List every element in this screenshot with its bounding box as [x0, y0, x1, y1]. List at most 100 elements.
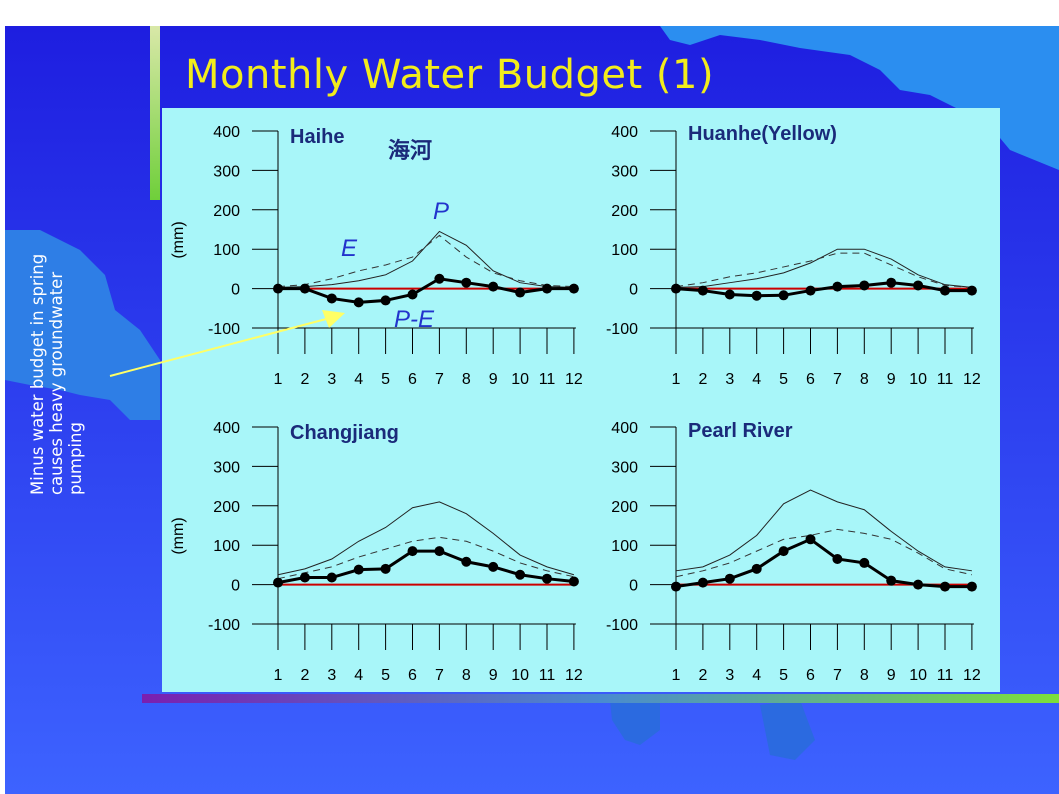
- x-tick-label: 1: [274, 667, 283, 684]
- y-tick-label: 300: [213, 459, 240, 476]
- series-pe-point: [886, 575, 897, 586]
- series-pe-point: [724, 289, 735, 300]
- series-pe-point: [859, 280, 870, 291]
- series-p-line: [277, 501, 575, 576]
- y-tick-label: 200: [611, 499, 638, 516]
- series-pe-point: [805, 534, 816, 545]
- series-pe-point: [326, 572, 337, 583]
- x-tick-label: 2: [698, 667, 707, 684]
- x-tick-label: 7: [435, 371, 444, 388]
- x-tick-label: 5: [381, 667, 390, 684]
- series-pe-point: [434, 273, 445, 284]
- x-tick-label: 10: [909, 371, 927, 388]
- label-p: P: [433, 198, 449, 225]
- chart-title-cjk: 海河: [388, 138, 432, 164]
- label-pe: P-E: [394, 306, 435, 333]
- series-pe-point: [751, 290, 762, 301]
- series-pe-point: [671, 581, 681, 592]
- map-island-southeast: [760, 700, 815, 760]
- x-tick-label: 4: [354, 371, 363, 388]
- x-tick-label: 4: [354, 667, 363, 684]
- series-pe-point: [832, 553, 843, 564]
- series-pe-point: [778, 546, 789, 557]
- series-pe-point: [542, 283, 552, 294]
- x-tick-label: 9: [887, 371, 896, 388]
- x-tick-label: 10: [909, 667, 927, 684]
- series-pe-point: [913, 579, 924, 590]
- bottom-accent-bar: [142, 694, 1059, 703]
- x-tick-label: 2: [300, 371, 309, 388]
- x-tick-label: 11: [937, 371, 954, 388]
- x-tick-label: 7: [833, 667, 842, 684]
- y-tick-label: 200: [611, 203, 638, 220]
- series-pe-point: [751, 563, 762, 574]
- annotation-arrow-head: [322, 310, 345, 328]
- series-e-line: [277, 234, 574, 288]
- x-tick-label: 12: [963, 667, 981, 684]
- series-pe-point: [488, 281, 499, 292]
- y-tick-label: -100: [606, 321, 638, 338]
- x-tick-label: 6: [408, 371, 417, 388]
- series-pe-line: [278, 277, 574, 304]
- series-pe-point: [542, 573, 552, 584]
- series-pe-line: [675, 537, 972, 589]
- series-pe-point: [407, 289, 418, 300]
- series-pe-point: [353, 297, 364, 308]
- y-tick-label: 400: [213, 420, 240, 437]
- series-pe-point: [966, 285, 977, 296]
- y-tick-label: 300: [213, 163, 240, 180]
- x-tick-label: 8: [860, 667, 869, 684]
- series-pe-point: [940, 581, 950, 592]
- y-tick-label: 0: [231, 282, 240, 299]
- y-tick-label: 0: [629, 282, 638, 299]
- series-pe-point: [273, 577, 283, 588]
- series-p-line: [675, 489, 972, 572]
- series-e-line: [675, 528, 973, 578]
- chart-title: Pearl River: [688, 420, 793, 442]
- x-tick-label: 11: [937, 667, 954, 684]
- x-tick-label: 3: [327, 667, 336, 684]
- label-e: E: [341, 235, 358, 262]
- series-pe-point: [461, 277, 472, 288]
- series-pe-point: [273, 283, 283, 294]
- x-tick-label: 1: [274, 371, 283, 388]
- series-p-line: [675, 248, 972, 288]
- series-pe-point: [515, 569, 526, 580]
- x-tick-label: 11: [539, 667, 556, 684]
- series-pe-point: [832, 281, 843, 292]
- x-tick-label: 3: [725, 371, 734, 388]
- x-tick-label: 3: [725, 667, 734, 684]
- series-pe-point: [805, 285, 816, 296]
- series-pe-point: [966, 581, 977, 592]
- series-pe-point: [697, 577, 708, 588]
- side-note: Minus water budget in spring causes heav…: [28, 253, 85, 495]
- series-e-line: [277, 536, 575, 580]
- series-pe-point: [353, 564, 364, 575]
- y-tick-label: 100: [213, 242, 240, 259]
- y-tick-label: -100: [208, 617, 240, 634]
- x-tick-label: 2: [698, 371, 707, 388]
- x-tick-label: 7: [833, 371, 842, 388]
- series-pe-point: [407, 546, 418, 557]
- x-tick-label: 5: [779, 371, 788, 388]
- y-tick-label: 300: [611, 163, 638, 180]
- series-pe-line: [277, 549, 575, 585]
- series-pe-point: [913, 280, 924, 291]
- x-tick-label: 12: [565, 371, 583, 388]
- x-tick-label: 6: [408, 667, 417, 684]
- x-tick-label: 9: [489, 667, 498, 684]
- y-tick-label: 200: [213, 499, 240, 516]
- y-tick-label: 200: [213, 203, 240, 220]
- x-tick-label: 6: [806, 371, 815, 388]
- chart-title: Changjiang: [290, 422, 399, 444]
- x-tick-label: 8: [462, 667, 471, 684]
- y-tick-label: 0: [629, 578, 638, 595]
- x-tick-label: 5: [779, 667, 788, 684]
- y-tick-label: 100: [611, 242, 638, 259]
- series-pe-point: [568, 576, 579, 587]
